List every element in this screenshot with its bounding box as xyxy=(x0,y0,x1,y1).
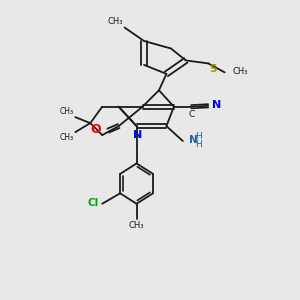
Text: N: N xyxy=(133,130,142,140)
Text: S: S xyxy=(209,64,217,74)
Text: CH₃: CH₃ xyxy=(60,133,74,142)
Text: C: C xyxy=(188,110,195,119)
Text: CH₃: CH₃ xyxy=(60,107,74,116)
Text: CH₃: CH₃ xyxy=(129,221,144,230)
Text: N: N xyxy=(212,100,221,110)
Text: CH₃: CH₃ xyxy=(232,67,248,76)
Text: N: N xyxy=(189,135,198,145)
Text: Cl: Cl xyxy=(87,198,99,208)
Text: CH₃: CH₃ xyxy=(108,17,123,26)
Text: H: H xyxy=(195,132,202,141)
Text: O: O xyxy=(90,123,101,136)
Text: H: H xyxy=(195,140,202,148)
